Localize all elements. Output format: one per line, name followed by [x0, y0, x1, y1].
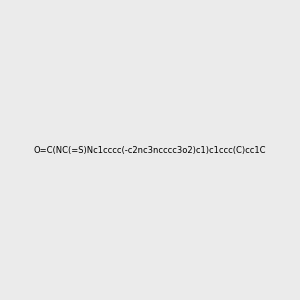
Text: O=C(NC(=S)Nc1cccc(-c2nc3ncccc3o2)c1)c1ccc(C)cc1C: O=C(NC(=S)Nc1cccc(-c2nc3ncccc3o2)c1)c1cc…	[34, 146, 266, 154]
